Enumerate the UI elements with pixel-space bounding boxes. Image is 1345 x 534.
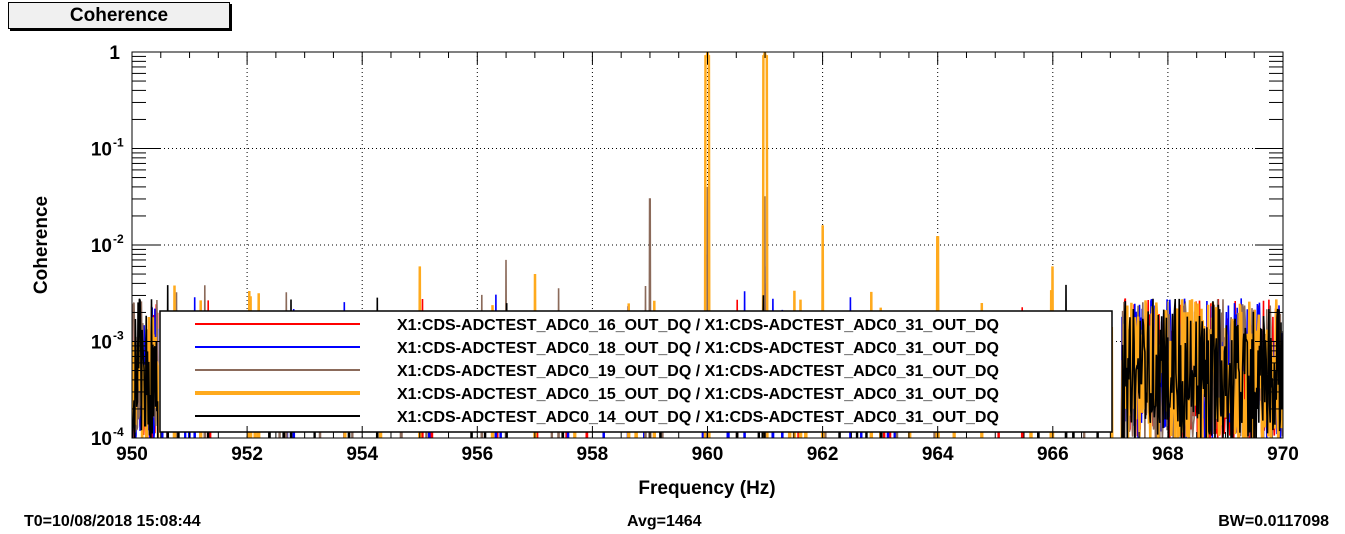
y-tick-exponent: -3 — [113, 329, 124, 343]
t0-label: T0=10/08/2018 15:08:44 — [24, 513, 201, 530]
x-tick-label: 960 — [692, 444, 724, 465]
legend-label-5: X1:CDS-ADCTEST_ADC0_14_OUT_DQ / X1:CDS-A… — [397, 409, 999, 426]
plot-title-box: Coherence — [8, 2, 230, 29]
y-axis-label: Coherence — [31, 196, 52, 294]
y-tick-exponent: -1 — [113, 136, 124, 150]
average-count: Avg=1464 — [627, 513, 702, 530]
x-axis-label: Frequency (Hz) — [638, 478, 775, 499]
legend-label-1: X1:CDS-ADCTEST_ADC0_16_OUT_DQ / X1:CDS-A… — [397, 317, 999, 334]
x-tick-label: 968 — [1152, 444, 1184, 465]
y-tick-label: 10 — [91, 236, 112, 257]
y-tick-label: 1 — [109, 43, 120, 64]
y-tick-label: 10 — [91, 333, 112, 354]
x-tick-label: 966 — [1037, 444, 1069, 465]
legend-label-2: X1:CDS-ADCTEST_ADC0_18_OUT_DQ / X1:CDS-A… — [397, 340, 999, 357]
x-tick-label: 964 — [922, 444, 954, 465]
series-trace-3 — [132, 186, 1283, 438]
y-tick-label: 10 — [91, 140, 112, 161]
legend-label-3: X1:CDS-ADCTEST_ADC0_19_OUT_DQ / X1:CDS-A… — [397, 363, 999, 380]
x-tick-label: 950 — [116, 444, 148, 465]
x-tick-label: 952 — [231, 444, 263, 465]
legend-box — [159, 310, 1113, 433]
x-tick-label: 962 — [807, 444, 839, 465]
x-tick-label: 970 — [1267, 444, 1299, 465]
y-tick-label: 10 — [91, 429, 112, 450]
legend-label-4: X1:CDS-ADCTEST_ADC0_15_OUT_DQ / X1:CDS-A… — [397, 386, 999, 403]
x-tick-label: 954 — [346, 444, 378, 465]
legend: X1:CDS-ADCTEST_ADC0_16_OUT_DQ / X1:CDS-A… — [159, 310, 1113, 433]
y-tick-exponent: -2 — [113, 232, 124, 246]
x-tick-label: 958 — [577, 444, 609, 465]
y-tick-exponent: -4 — [113, 425, 124, 439]
bandwidth-label: BW=0.0117098 — [1218, 513, 1329, 530]
x-tick-label: 956 — [461, 444, 493, 465]
